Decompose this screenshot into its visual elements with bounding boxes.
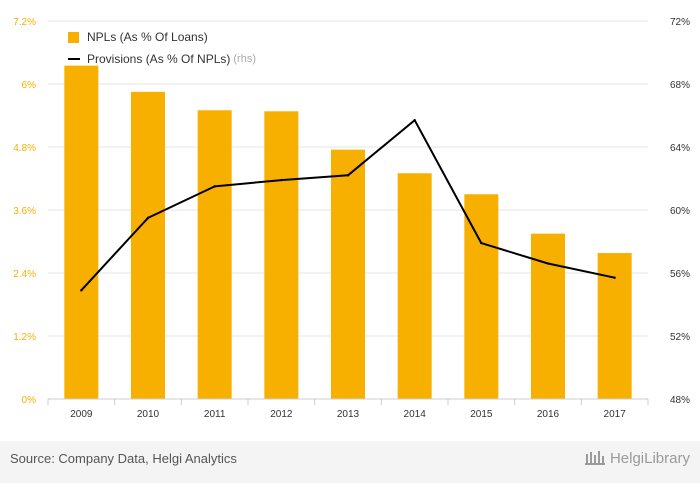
y-right-tick-label: 60% <box>670 206 690 217</box>
provisions-point <box>480 241 483 245</box>
y-left-tick-label: 1.2% <box>13 332 36 343</box>
bar <box>197 110 232 399</box>
footer: Source: Company Data, Helgi Analytics He… <box>0 441 700 483</box>
y-left-tick-label: 3.6% <box>13 206 36 217</box>
y-right-tick-label: 72% <box>670 17 690 28</box>
bar <box>531 233 565 399</box>
y-left-tick-label: 4.8% <box>13 143 36 154</box>
x-tick-label: 2015 <box>470 409 493 420</box>
x-tick-label: 2012 <box>270 409 293 420</box>
legend-suffix-rhs: (rhs) <box>233 53 256 65</box>
provisions-point <box>80 289 83 292</box>
provisions-point <box>613 276 616 279</box>
source-text: Source: Company Data, Helgi Analytics <box>10 451 237 466</box>
legend: NPLs (As % Of Loans) Provisions (As % Of… <box>68 26 256 70</box>
bar <box>264 111 299 400</box>
y-left-tick-label: 2.4% <box>13 269 36 280</box>
provisions-point <box>280 178 283 182</box>
legend-item-npls[interactable]: NPLs (As % Of Loans) <box>68 26 256 48</box>
y-left-tick-label: 6% <box>22 80 37 91</box>
provisions-point <box>413 119 416 122</box>
y-right-tick-label: 68% <box>670 80 690 91</box>
legend-item-provisions[interactable]: Provisions (As % Of NPLs) (rhs) <box>68 48 256 70</box>
x-tick-label: 2013 <box>337 409 360 420</box>
y-right-tick-label: 64% <box>670 143 690 154</box>
bar <box>64 65 99 399</box>
x-tick-label: 2017 <box>604 409 627 420</box>
chart-svg: 0% 48% 1.2% 52% 2.4% 56% 3.6% 60% 4.8% 64% 6% 68% 7.… <box>13 17 690 420</box>
bar <box>131 91 165 399</box>
legend-line-swatch <box>68 58 80 60</box>
legend-label-npls: NPLs (As % Of Loans) <box>87 30 208 44</box>
x-tick-label: 2016 <box>537 409 560 420</box>
y-left-tick-label: 0% <box>22 395 37 406</box>
bar <box>331 149 365 399</box>
x-tick-label: 2010 <box>137 409 160 420</box>
brand-name: HelgiLibrary <box>609 449 690 467</box>
y-left-tick-label: 7.2% <box>13 17 36 28</box>
provisions-point <box>546 262 550 265</box>
y-right-tick-label: 52% <box>670 332 690 343</box>
x-tick-label: 2014 <box>404 409 427 420</box>
provisions-point <box>146 216 150 220</box>
provisions-point <box>213 185 216 188</box>
bar <box>397 173 432 399</box>
x-tick-label: 2011 <box>204 409 226 420</box>
y-right-tick-label: 48% <box>670 395 690 406</box>
bar <box>464 194 499 399</box>
x-tick-label: 2009 <box>70 409 93 420</box>
chart: 0% 48% 1.2% 52% 2.4% 56% 3.6% 60% 4.8% 64% 6% 68% 7.… <box>13 17 690 420</box>
provisions-point <box>346 174 350 177</box>
y-right-tick-label: 56% <box>670 269 690 280</box>
brand-logo[interactable]: HelgiLibrary <box>584 449 690 467</box>
legend-label-provisions: Provisions (As % Of NPLs) <box>87 52 231 66</box>
library-icon <box>584 451 605 465</box>
legend-bar-swatch <box>68 31 79 43</box>
